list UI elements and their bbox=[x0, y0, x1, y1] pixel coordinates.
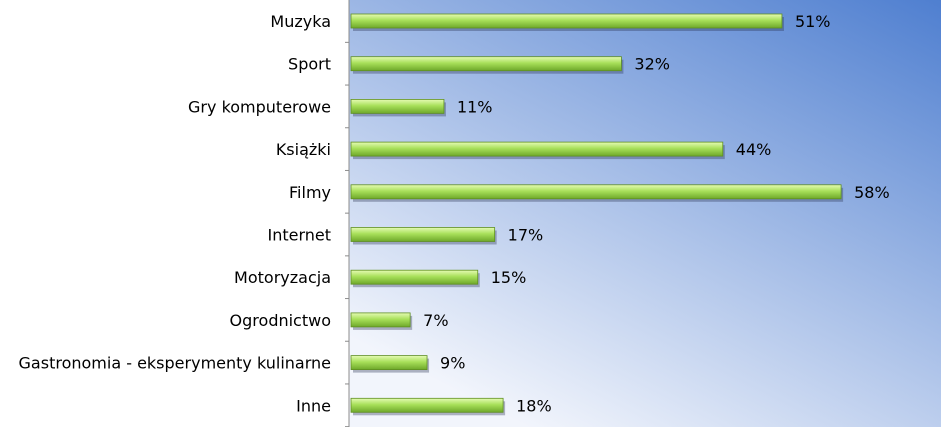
category-label: Ogrodnictwo bbox=[230, 311, 331, 330]
category-label: Inne bbox=[296, 396, 331, 415]
bar-5 bbox=[350, 227, 496, 242]
category-label: Motoryzacja bbox=[234, 268, 331, 287]
value-label: 7% bbox=[423, 311, 448, 330]
plot-background bbox=[349, 0, 941, 427]
category-label: Gry komputerowe bbox=[188, 97, 331, 116]
value-label: 32% bbox=[634, 55, 670, 74]
value-label: 51% bbox=[795, 12, 831, 31]
value-label: 18% bbox=[516, 396, 552, 415]
bar-6 bbox=[350, 269, 479, 285]
bar-9 bbox=[350, 397, 504, 413]
category-label: Muzyka bbox=[270, 12, 331, 31]
bar-4 bbox=[350, 184, 842, 200]
bar-0 bbox=[350, 13, 783, 29]
value-label: 11% bbox=[457, 97, 493, 116]
category-label: Sport bbox=[288, 55, 331, 74]
value-label: 15% bbox=[491, 268, 527, 287]
category-label: Gastronomia - eksperymenty kulinarne bbox=[19, 354, 331, 373]
value-label: 17% bbox=[508, 226, 544, 245]
category-label: Internet bbox=[267, 226, 331, 245]
bar-7 bbox=[350, 312, 411, 328]
category-label: Książki bbox=[276, 140, 331, 159]
value-label: 44% bbox=[736, 140, 772, 159]
value-label: 9% bbox=[440, 354, 465, 373]
bar-1 bbox=[350, 56, 622, 72]
category-label: Filmy bbox=[289, 183, 331, 202]
bar-8 bbox=[350, 355, 428, 371]
bar-3 bbox=[350, 141, 724, 157]
bar-2 bbox=[350, 99, 445, 114]
value-label: 58% bbox=[854, 183, 890, 202]
